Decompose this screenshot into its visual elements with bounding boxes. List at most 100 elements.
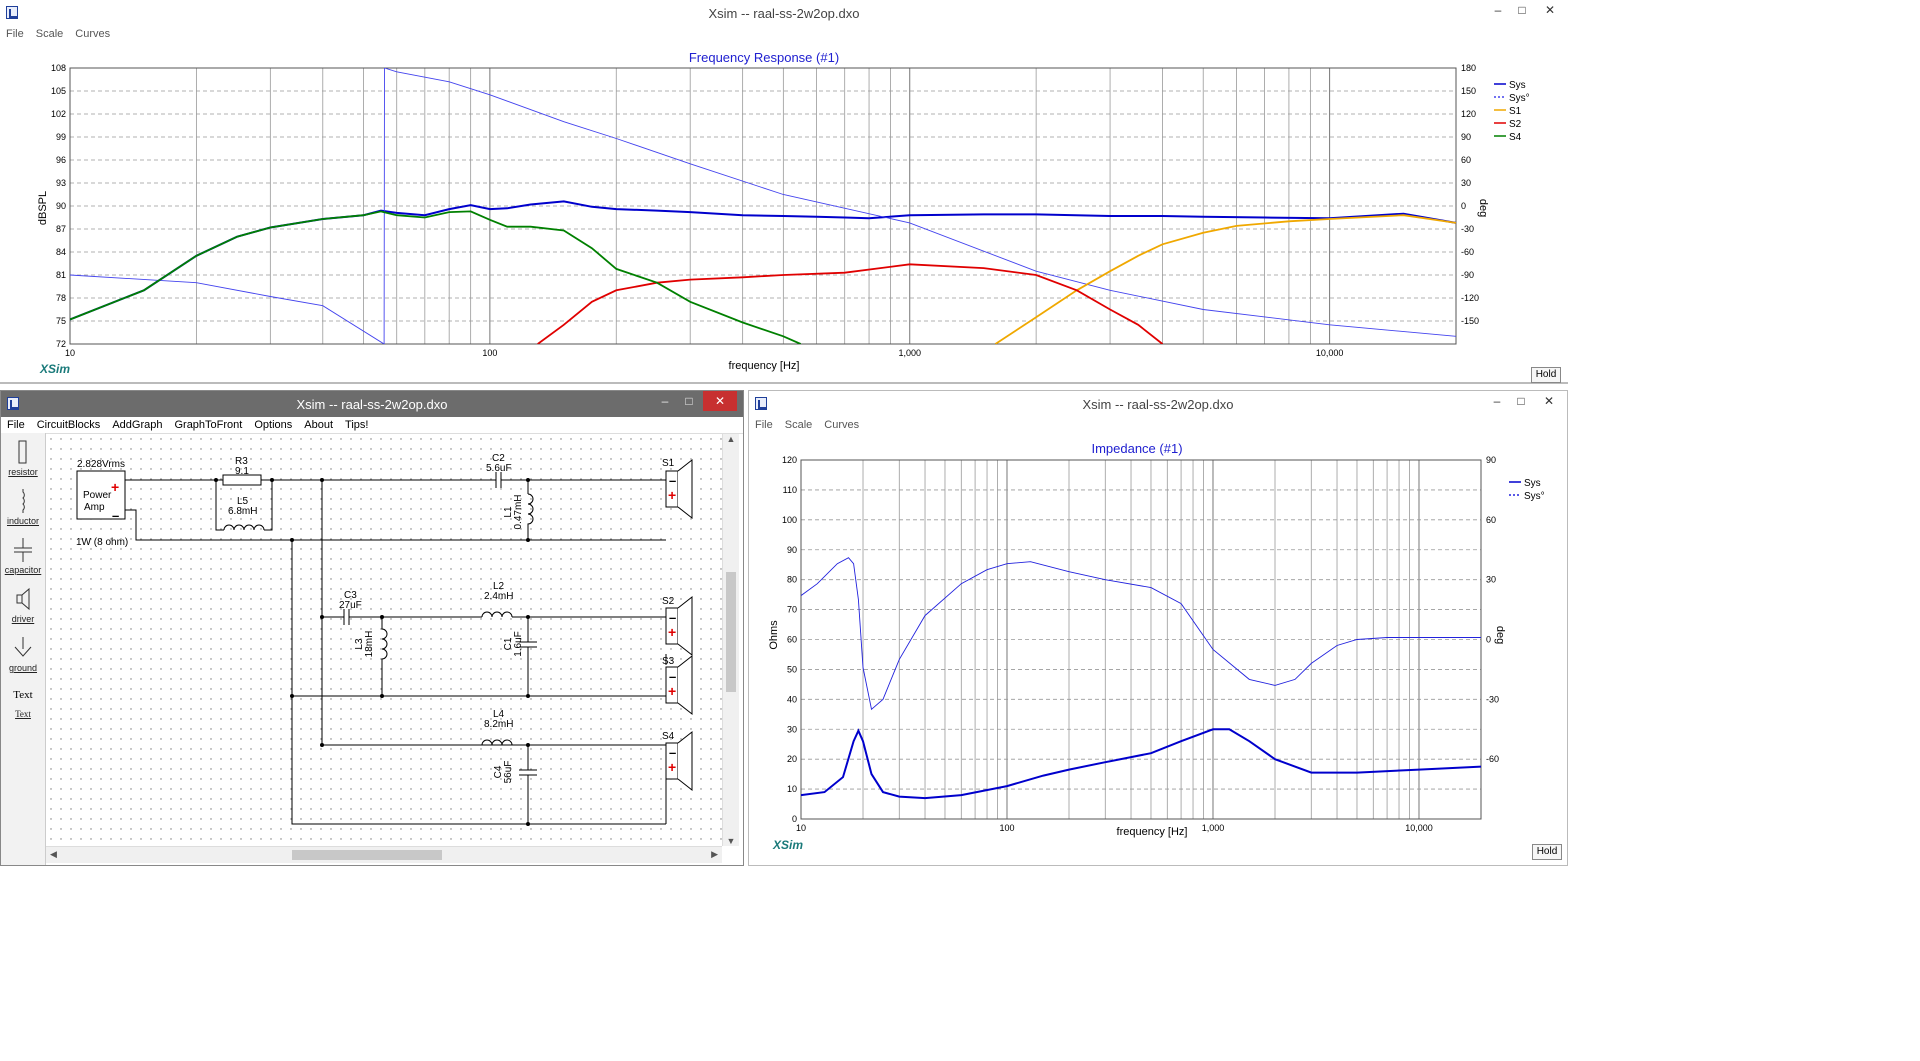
legend-label[interactable]: Sys [1524, 478, 1541, 489]
menu-curves[interactable]: Curves [824, 419, 860, 431]
capacitor-c1[interactable] [519, 617, 537, 696]
speaker-s1[interactable] [665, 458, 693, 520]
r3-value: 9.1 [235, 466, 249, 477]
vertical-scrollbar[interactable]: ▲ ▼ [722, 434, 739, 846]
menu-about[interactable]: About [304, 419, 334, 431]
title-bar[interactable]: Xsim -- raal-ss-2w2op.dxo – □ ✕ [749, 391, 1567, 418]
capacitor-c2[interactable] [491, 472, 508, 488]
scroll-thumb[interactable] [292, 850, 442, 860]
l5-name: L5 [237, 496, 249, 507]
menu-file[interactable]: File [6, 28, 24, 40]
speaker-s3[interactable] [665, 654, 693, 716]
legend-label[interactable]: S1 [1509, 106, 1522, 117]
menu-circuitblocks[interactable]: CircuitBlocks [36, 419, 101, 431]
y-tick-label: 96 [56, 155, 66, 165]
y-tick-label: 20 [787, 754, 797, 764]
scroll-up-icon[interactable]: ▲ [726, 434, 736, 444]
x-axis-label: frequency [Hz] [729, 360, 800, 372]
x-tick-label: 1,000 [1202, 823, 1225, 833]
speaker-label-s2: S2 [662, 596, 675, 607]
inductor-l1[interactable] [527, 493, 534, 540]
tool-text[interactable]: Text Text [3, 689, 43, 719]
l3-name: L3 [354, 638, 365, 650]
horizontal-scrollbar[interactable]: ◀ ▶ [46, 846, 722, 863]
power-amp-box[interactable] [76, 470, 126, 520]
hold-button[interactable]: Hold [1532, 844, 1562, 860]
legend-label[interactable]: S2 [1509, 119, 1522, 130]
title-bar[interactable]: Xsim -- raal-ss-2w2op.dxo – □ ✕ [0, 0, 1568, 27]
inductor-l4[interactable] [481, 739, 513, 746]
legend-label[interactable]: S4 [1509, 132, 1522, 143]
c4-name: C4 [493, 765, 504, 778]
app-icon[interactable] [7, 397, 19, 410]
menu-file[interactable]: File [7, 419, 25, 431]
y2-tick-label: 60 [1486, 515, 1496, 525]
app-icon[interactable] [6, 6, 18, 19]
tool-resistor[interactable]: resistor [3, 439, 43, 477]
capacitor-icon [14, 538, 32, 562]
tool-ground[interactable]: ground [3, 635, 43, 673]
scroll-left-icon[interactable]: ◀ [50, 849, 57, 859]
tool-driver[interactable]: driver [3, 586, 43, 624]
c2-name: C2 [492, 453, 505, 464]
maximize-icon[interactable]: □ [685, 394, 693, 408]
hold-button[interactable]: Hold [1531, 367, 1561, 383]
legend-label[interactable]: Sys [1509, 80, 1526, 91]
y-tick-label: 75 [56, 316, 66, 326]
menu-options[interactable]: Options [254, 419, 293, 431]
speaker-s4[interactable] [665, 730, 693, 792]
menu-tips[interactable]: Tips! [345, 419, 369, 431]
y-tick-label: 72 [56, 339, 66, 349]
minimize-icon[interactable]: – [1493, 394, 1501, 408]
menu-bar: File CircuitBlocks AddGraph GraphToFront Opt… [1, 417, 743, 434]
close-icon[interactable]: ✕ [1543, 394, 1555, 408]
window-title: Xsim -- raal-ss-2w2op.dxo [1082, 397, 1234, 412]
tool-inductor[interactable]: inductor [3, 488, 43, 526]
minus-icon: – [669, 610, 676, 625]
menu-bar: File Scale Curves [749, 417, 1567, 433]
app-icon[interactable] [755, 397, 767, 410]
scroll-down-icon[interactable]: ▼ [726, 836, 736, 846]
maximize-icon[interactable]: □ [1518, 3, 1526, 17]
menu-addgraph[interactable]: AddGraph [112, 419, 163, 431]
plus-icon: + [111, 479, 119, 495]
menu-scale[interactable]: Scale [35, 28, 64, 40]
minimize-icon[interactable]: – [1494, 3, 1502, 17]
y-tick-label: 78 [56, 293, 66, 303]
title-bar[interactable]: Xsim -- raal-ss-2w2op.dxo – □ ✕ [1, 391, 743, 417]
x-tick-label: 100 [482, 348, 497, 358]
inductor-l5[interactable] [223, 524, 265, 531]
inductor-icon [22, 489, 25, 513]
maximize-icon[interactable]: □ [1517, 394, 1525, 408]
menu-graphtofront[interactable]: GraphToFront [174, 419, 243, 431]
inductor-l2[interactable] [481, 611, 513, 618]
scroll-thumb[interactable] [726, 572, 736, 692]
legend-label[interactable]: Sys° [1524, 491, 1545, 502]
speaker-s2[interactable] [665, 595, 693, 657]
menu-bar: File Scale Curves [0, 26, 1568, 42]
close-icon[interactable]: ✕ [703, 391, 737, 411]
y2-tick-label: -60 [1461, 247, 1474, 257]
y-tick-label: 108 [51, 63, 66, 73]
capacitor-c4[interactable] [519, 745, 537, 824]
y2-tick-label: -120 [1461, 293, 1479, 303]
scroll-right-icon[interactable]: ▶ [711, 849, 718, 859]
menu-scale[interactable]: Scale [784, 419, 813, 431]
legend-label[interactable]: Sys° [1509, 93, 1530, 104]
series-line-sys [801, 728, 1481, 800]
resistor-icon [18, 440, 27, 464]
minimize-icon[interactable]: – [661, 394, 669, 408]
circuit-canvas[interactable]: + + + + + – – – – – 2.828Vrms Power Amp … [46, 434, 722, 846]
amp-label-1: Power [83, 490, 112, 501]
menu-file[interactable]: File [755, 419, 773, 431]
series-line-sys [70, 200, 1456, 321]
window-title: Xsim -- raal-ss-2w2op.dxo [708, 6, 860, 21]
y-tick-label: 99 [56, 132, 66, 142]
inductor-l3[interactable] [381, 617, 388, 696]
close-icon[interactable]: ✕ [1544, 3, 1556, 17]
tool-label: driver [11, 614, 35, 624]
menu-curves[interactable]: Curves [75, 28, 111, 40]
y-tick-label: 0 [792, 814, 797, 824]
tool-capacitor[interactable]: capacitor [3, 537, 43, 575]
plot-frame [800, 459, 1482, 820]
